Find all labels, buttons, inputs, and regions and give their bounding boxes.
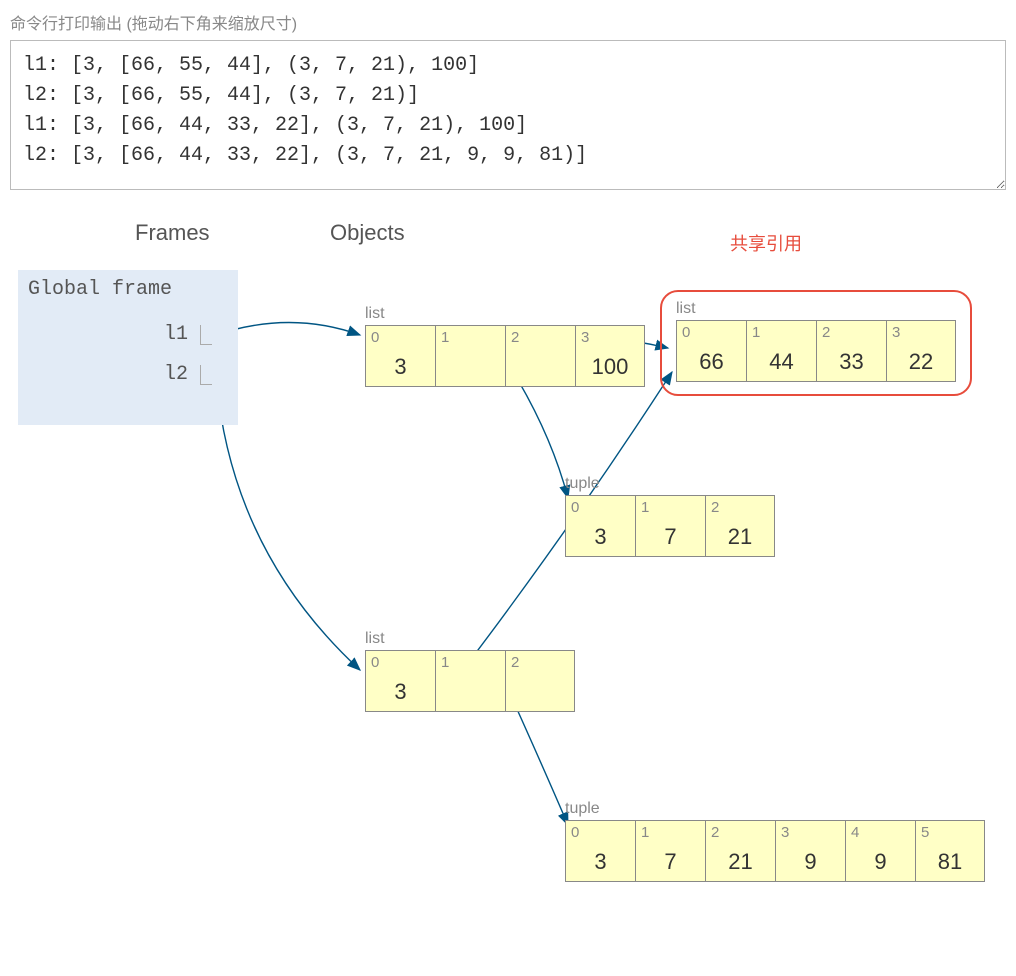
var-l1-box: [200, 325, 212, 345]
tuple_l2-cell-4-idx: 4: [851, 824, 859, 841]
shared_list-cell-3-idx: 3: [892, 324, 900, 341]
shared_list-cell-2-idx: 2: [822, 324, 830, 341]
tuple-l1-type: tuple: [565, 475, 775, 493]
shared-label: 共享引用: [730, 230, 802, 256]
global-frame-title: Global frame: [28, 278, 228, 301]
shared_list-cell-3-val: 22: [887, 349, 955, 375]
list_l1-cell-2-idx: 2: [511, 329, 519, 346]
shared-list-type: list: [676, 300, 956, 318]
tuple-l1-cells: 0317221: [565, 495, 775, 557]
tuple_l1-cell-2: 221: [705, 495, 775, 557]
output-line-2: l1: [3, [66, 44, 33, 22], (3, 7, 21), 10…: [23, 114, 527, 137]
tuple_l1-cell-0-val: 3: [566, 524, 635, 550]
tuple_l1-cell-1-val: 7: [636, 524, 705, 550]
global-var-l1: l1: [28, 315, 228, 355]
list_l2-cell-0-idx: 0: [371, 654, 379, 671]
shared_list-cell-2-val: 33: [817, 349, 886, 375]
tuple_l2-cell-5-val: 81: [916, 849, 984, 875]
diagram: Frames Objects Global frame l1 l2 list 0…: [10, 200, 1006, 940]
tuple_l2-cell-4: 49: [845, 820, 915, 882]
tuple_l2-cell-5-idx: 5: [921, 824, 929, 841]
tuple_l2-cell-4-val: 9: [846, 849, 915, 875]
tuple_l2-cell-5: 581: [915, 820, 985, 882]
list-l2: list 0312: [365, 630, 575, 712]
list_l1-cell-3-val: 100: [576, 354, 644, 380]
tuple_l2-cell-0-val: 3: [566, 849, 635, 875]
tuple_l2-cell-0-idx: 0: [571, 824, 579, 841]
list-l1-type: list: [365, 305, 645, 323]
shared_list-cell-3: 322: [886, 320, 956, 382]
tuple_l1-cell-0-idx: 0: [571, 499, 579, 516]
list_l1-cell-0: 03: [365, 325, 435, 387]
var-l2-box: [200, 365, 212, 385]
objects-header: Objects: [330, 220, 405, 246]
frames-header: Frames: [135, 220, 210, 246]
list_l1-cell-2: 2: [505, 325, 575, 387]
tuple_l2-cell-2-val: 21: [706, 849, 775, 875]
shared_list-cell-1-idx: 1: [752, 324, 760, 341]
tuple-l2-cells: 03172213949581: [565, 820, 985, 882]
tuple_l2-cell-2-idx: 2: [711, 824, 719, 841]
shared_list-cell-1: 144: [746, 320, 816, 382]
output-line-0: l1: [3, [66, 55, 44], (3, 7, 21), 100]: [23, 54, 479, 77]
output-line-3: l2: [3, [66, 44, 33, 22], (3, 7, 21, 9, …: [23, 144, 587, 167]
list_l1-cell-0-idx: 0: [371, 329, 379, 346]
list_l1-cell-3-idx: 3: [581, 329, 589, 346]
tuple_l2-cell-0: 03: [565, 820, 635, 882]
shared_list-cell-0: 066: [676, 320, 746, 382]
list_l1-cell-1: 1: [435, 325, 505, 387]
shared_list-cell-2: 233: [816, 320, 886, 382]
tuple_l2-cell-3-idx: 3: [781, 824, 789, 841]
list-l2-cells: 0312: [365, 650, 575, 712]
tuple_l2-cell-1: 17: [635, 820, 705, 882]
list_l2-cell-1-idx: 1: [441, 654, 449, 671]
global-frame: Global frame l1 l2: [18, 270, 238, 425]
list_l2-cell-0: 03: [365, 650, 435, 712]
tuple_l2-cell-3-val: 9: [776, 849, 845, 875]
shared_list-cell-0-idx: 0: [682, 324, 690, 341]
tuple_l1-cell-0: 03: [565, 495, 635, 557]
list_l1-cell-0-val: 3: [366, 354, 435, 380]
shared_list-cell-1-val: 44: [747, 349, 816, 375]
tuple_l2-cell-1-idx: 1: [641, 824, 649, 841]
tuple_l1-cell-2-val: 21: [706, 524, 774, 550]
global-var-l2: l2: [28, 355, 228, 395]
list-l1: list 03123100: [365, 305, 645, 387]
tuple_l2-cell-3: 39: [775, 820, 845, 882]
list_l2-cell-2-idx: 2: [511, 654, 519, 671]
output-box[interactable]: l1: [3, [66, 55, 44], (3, 7, 21), 100] l…: [10, 40, 1006, 190]
shared-list-cells: 066144233322: [676, 320, 956, 382]
tuple_l1-cell-2-idx: 2: [711, 499, 719, 516]
list_l2-cell-1: 1: [435, 650, 505, 712]
shared-list-box: list 066144233322: [660, 290, 972, 396]
list_l2-cell-0-val: 3: [366, 679, 435, 705]
tuple-l1: tuple 0317221: [565, 475, 775, 557]
tuple_l2-cell-1-val: 7: [636, 849, 705, 875]
output-label: 命令行打印输出 (拖动右下角来缩放尺寸): [10, 10, 1006, 34]
tuple_l2-cell-2: 221: [705, 820, 775, 882]
tuple_l1-cell-1: 17: [635, 495, 705, 557]
output-line-1: l2: [3, [66, 55, 44], (3, 7, 21)]: [23, 84, 419, 107]
tuple-l2-type: tuple: [565, 800, 985, 818]
list-l1-cells: 03123100: [365, 325, 645, 387]
tuple-l2: tuple 03172213949581: [565, 800, 985, 882]
shared_list-cell-0-val: 66: [677, 349, 746, 375]
var-l1-label: l1: [164, 323, 188, 346]
list_l1-cell-3: 3100: [575, 325, 645, 387]
var-l2-label: l2: [164, 363, 188, 386]
list_l1-cell-1-idx: 1: [441, 329, 449, 346]
tuple_l1-cell-1-idx: 1: [641, 499, 649, 516]
list-l2-type: list: [365, 630, 575, 648]
list_l2-cell-2: 2: [505, 650, 575, 712]
